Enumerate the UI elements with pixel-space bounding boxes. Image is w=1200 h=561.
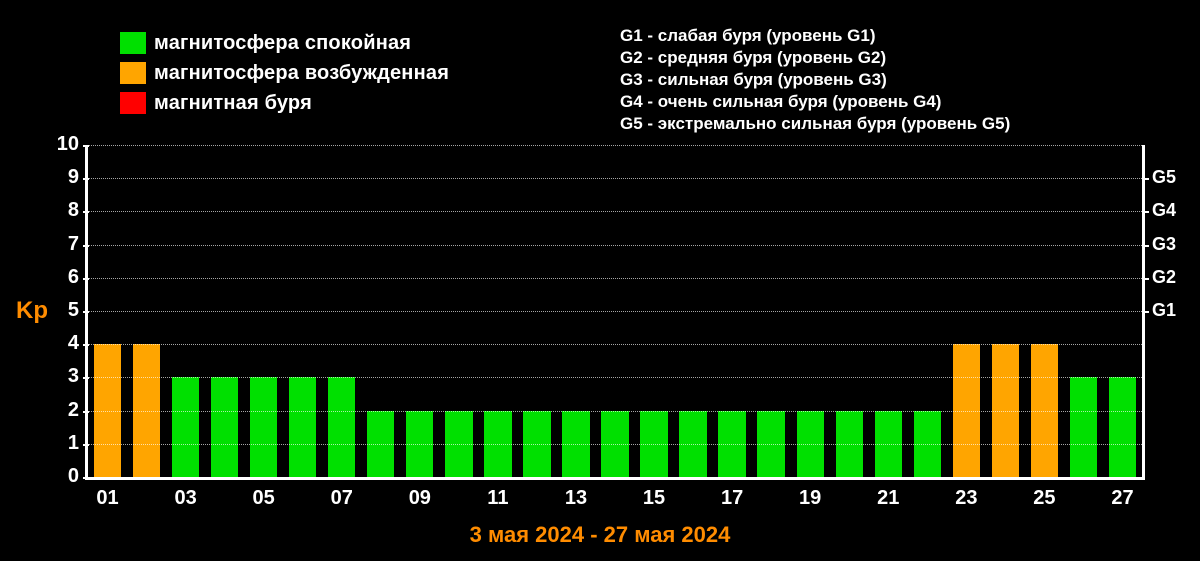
legend-swatch: [120, 32, 146, 54]
gridline: [88, 377, 1142, 379]
gridline: [88, 344, 1142, 346]
gridline: [88, 245, 1142, 247]
legend-label: магнитосфера спокойная: [154, 32, 411, 55]
y-tick-label: 9: [51, 166, 79, 189]
y-tick-label: 2: [51, 399, 79, 422]
x-tick-label: 11: [487, 487, 508, 510]
right-axis-g-label: G4: [1152, 200, 1176, 221]
g-scale-description: G1 - слабая буря (уровень G1): [620, 25, 1010, 47]
legend-g-scale: G1 - слабая буря (уровень G1) G2 - средн…: [620, 25, 1010, 135]
y-tick-label: 6: [51, 266, 79, 289]
x-tick-label: 05: [253, 487, 275, 510]
x-tick-label: 03: [174, 487, 196, 510]
right-axis-g-label: G2: [1152, 267, 1176, 288]
x-tick-label: 25: [1033, 487, 1055, 510]
kp-bar: [1109, 377, 1136, 477]
gridline: [88, 211, 1142, 213]
x-tick-label: 01: [96, 487, 118, 510]
y-tick-label: 0: [51, 465, 79, 488]
x-tick-label: 17: [721, 487, 743, 510]
x-tick-label: 15: [643, 487, 665, 510]
g-scale-description: G4 - очень сильная буря (уровень G4): [620, 91, 1010, 113]
right-axis-g-label: G5: [1152, 167, 1176, 188]
gridline: [88, 278, 1142, 280]
y-tick-label: 3: [51, 365, 79, 388]
gridline: [88, 311, 1142, 313]
y-tick-label: 10: [51, 133, 79, 156]
x-tick-label: 09: [409, 487, 431, 510]
gridline: [88, 444, 1142, 446]
g-scale-description: G2 - средняя буря (уровень G2): [620, 47, 1010, 69]
kp-bar: [211, 377, 238, 477]
legend-label: магнитная буря: [154, 92, 312, 115]
g-scale-description: G5 - экстремально сильная буря (уровень …: [620, 113, 1010, 135]
right-axis-g-label: G3: [1152, 234, 1176, 255]
x-tick-label: 07: [331, 487, 353, 510]
legend-swatch: [120, 92, 146, 114]
x-tick-label: 27: [1111, 487, 1133, 510]
x-tick-label: 13: [565, 487, 587, 510]
y-tick-label: 1: [51, 432, 79, 455]
legend-magnetosphere-states: магнитосфера спокойная магнитосфера возб…: [120, 28, 449, 118]
legend-item-active: магнитосфера возбужденная: [120, 58, 449, 88]
kp-bar: [172, 377, 199, 477]
right-axis-g-label: G1: [1152, 300, 1176, 321]
y-axis-title: Kp: [16, 297, 48, 325]
legend-item-calm: магнитосфера спокойная: [120, 28, 449, 58]
kp-bar: [289, 377, 316, 477]
x-tick-label: 21: [877, 487, 899, 510]
x-tick-label: 19: [799, 487, 821, 510]
gridline: [88, 145, 1142, 147]
y-tick-label: 5: [51, 299, 79, 322]
gridline: [88, 178, 1142, 180]
legend-swatch: [120, 62, 146, 84]
y-tick-label: 4: [51, 332, 79, 355]
date-range-caption: 3 мая 2024 - 27 мая 2024: [0, 522, 1200, 548]
y-tick-label: 8: [51, 199, 79, 222]
kp-index-chart: магнитосфера спокойная магнитосфера возб…: [0, 0, 1200, 561]
gridline: [88, 411, 1142, 413]
g-scale-description: G3 - сильная буря (уровень G3): [620, 69, 1010, 91]
legend-item-storm: магнитная буря: [120, 88, 449, 118]
plot-area: [85, 145, 1145, 480]
legend-label: магнитосфера возбужденная: [154, 62, 449, 85]
x-tick-label: 23: [955, 487, 977, 510]
kp-bar: [250, 377, 277, 477]
kp-bar: [328, 377, 355, 477]
y-tick-label: 7: [51, 233, 79, 256]
kp-bar: [1070, 377, 1097, 477]
